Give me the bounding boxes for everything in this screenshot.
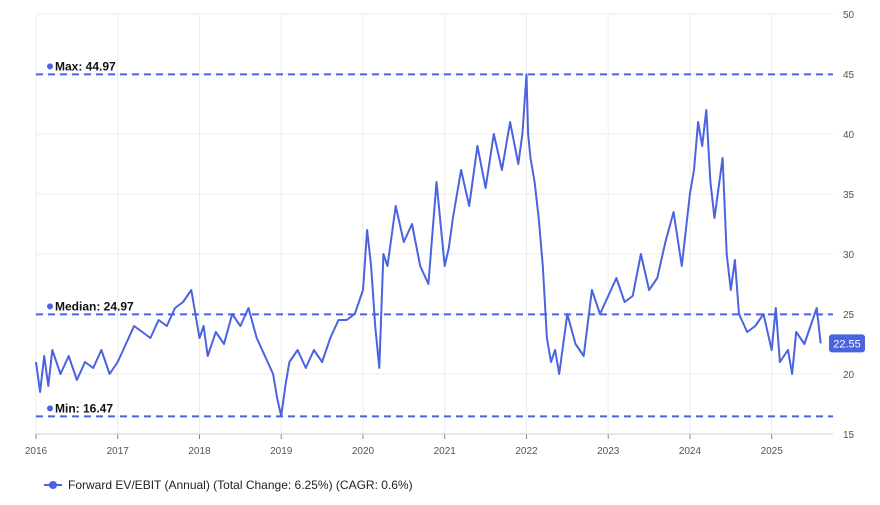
reference-label: Max: 44.97	[55, 59, 116, 73]
reference-marker	[47, 303, 53, 310]
y-tick-label: 25	[843, 310, 855, 321]
y-tick-label: 20	[843, 370, 855, 381]
y-tick-label: 35	[843, 190, 855, 201]
reference-marker	[47, 63, 53, 70]
x-tick-label: 2025	[761, 446, 784, 457]
labels: 22.55	[829, 334, 865, 353]
last-value-label: 22.55	[833, 338, 861, 350]
y-tick-label: 40	[843, 130, 855, 141]
grid	[35, 13, 833, 435]
x-tick-label: 2020	[352, 446, 375, 457]
legend-label: Forward EV/EBIT (Annual) (Total Change: …	[68, 478, 413, 492]
x-tick-label: 2021	[434, 446, 457, 457]
x-tick-label: 2018	[188, 446, 211, 457]
y-tick-label: 50	[843, 10, 855, 21]
x-tick-label: 2016	[25, 446, 48, 457]
reference-lines: Max: 44.97 Median: 24.97 Min: 16.47	[36, 59, 833, 418]
y-tick-label: 45	[843, 70, 855, 81]
last-value-badge	[829, 334, 865, 353]
y-tick-label: 15	[843, 430, 855, 441]
y-tick-label: 30	[843, 250, 855, 261]
x-tick-label: 2023	[597, 446, 620, 457]
legend: Forward EV/EBIT (Annual) (Total Change: …	[44, 478, 413, 492]
reference-label: Min: 16.47	[55, 401, 113, 415]
legend-swatch-marker	[49, 481, 57, 489]
x-tick-label: 2017	[107, 446, 130, 457]
x-tick-label: 2019	[270, 446, 293, 457]
series	[35, 73, 822, 417]
reference-marker	[47, 405, 53, 412]
reference-label: Median: 24.97	[55, 299, 134, 313]
series-line	[35, 73, 822, 417]
x-tick-label: 2024	[679, 446, 702, 457]
x-tick-label: 2022	[515, 446, 538, 457]
